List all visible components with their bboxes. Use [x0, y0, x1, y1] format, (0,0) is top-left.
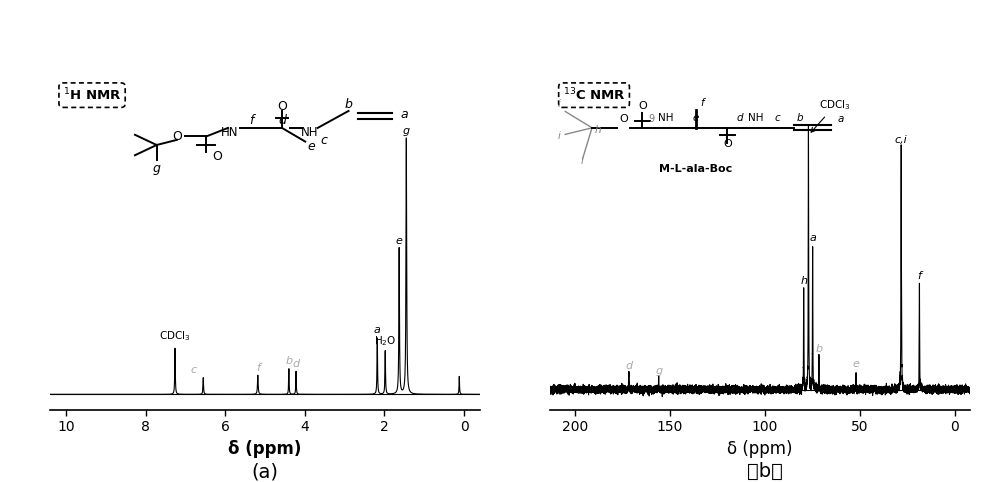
Text: f: f	[256, 362, 260, 373]
Text: a: a	[374, 325, 381, 335]
Text: （b）: （b）	[747, 462, 783, 481]
X-axis label: δ (ppm): δ (ppm)	[228, 440, 302, 458]
Text: d: d	[625, 361, 632, 371]
Text: c,i: c,i	[895, 135, 908, 145]
Text: b: b	[815, 344, 822, 354]
X-axis label: δ (ppm): δ (ppm)	[727, 440, 793, 458]
Text: d: d	[292, 359, 300, 369]
Text: g: g	[403, 126, 410, 136]
Text: H$_2$O: H$_2$O	[374, 335, 396, 348]
Text: $^{13}$C NMR: $^{13}$C NMR	[563, 87, 625, 104]
Text: (a): (a)	[252, 462, 278, 481]
Text: b: b	[285, 356, 292, 366]
Text: $^{1}$H NMR: $^{1}$H NMR	[63, 87, 121, 104]
Text: e: e	[853, 360, 859, 369]
Text: e: e	[396, 236, 403, 246]
Text: c: c	[190, 365, 196, 375]
Text: CDCl$_3$: CDCl$_3$	[159, 329, 191, 343]
Text: a: a	[809, 233, 816, 243]
Text: f: f	[918, 271, 921, 281]
Text: g: g	[655, 366, 662, 375]
Text: h: h	[800, 276, 807, 286]
Text: CDCl$_3$: CDCl$_3$	[811, 98, 851, 132]
